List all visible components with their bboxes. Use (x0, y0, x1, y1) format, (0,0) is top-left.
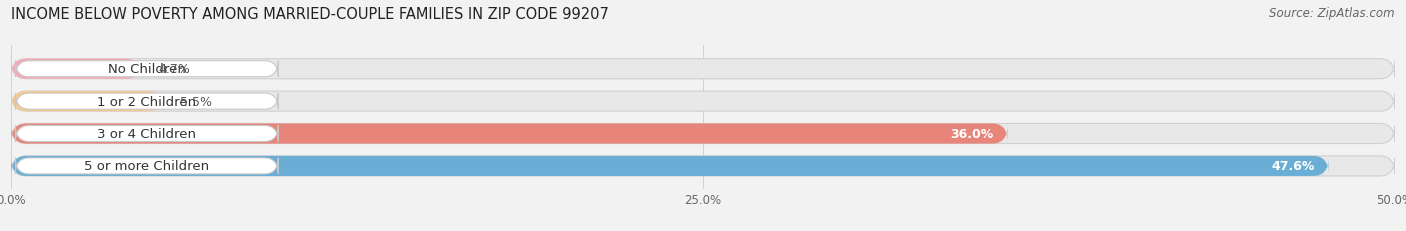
Text: INCOME BELOW POVERTY AMONG MARRIED-COUPLE FAMILIES IN ZIP CODE 99207: INCOME BELOW POVERTY AMONG MARRIED-COUPL… (11, 7, 609, 22)
FancyBboxPatch shape (11, 156, 1329, 176)
Text: 4.7%: 4.7% (157, 63, 190, 76)
Text: 47.6%: 47.6% (1271, 160, 1315, 173)
Text: 1 or 2 Children: 1 or 2 Children (97, 95, 197, 108)
FancyBboxPatch shape (11, 124, 1395, 144)
FancyBboxPatch shape (15, 94, 278, 110)
FancyBboxPatch shape (11, 156, 1395, 176)
Text: 36.0%: 36.0% (950, 128, 994, 140)
Text: Source: ZipAtlas.com: Source: ZipAtlas.com (1270, 7, 1395, 20)
FancyBboxPatch shape (11, 59, 141, 79)
Text: 5 or more Children: 5 or more Children (84, 160, 209, 173)
Text: No Children: No Children (108, 63, 186, 76)
FancyBboxPatch shape (15, 126, 278, 142)
FancyBboxPatch shape (11, 124, 1007, 144)
FancyBboxPatch shape (15, 61, 278, 78)
FancyBboxPatch shape (11, 92, 1395, 112)
Text: 3 or 4 Children: 3 or 4 Children (97, 128, 197, 140)
FancyBboxPatch shape (15, 158, 278, 174)
FancyBboxPatch shape (11, 59, 1395, 79)
Text: 5.5%: 5.5% (180, 95, 212, 108)
FancyBboxPatch shape (11, 92, 163, 112)
